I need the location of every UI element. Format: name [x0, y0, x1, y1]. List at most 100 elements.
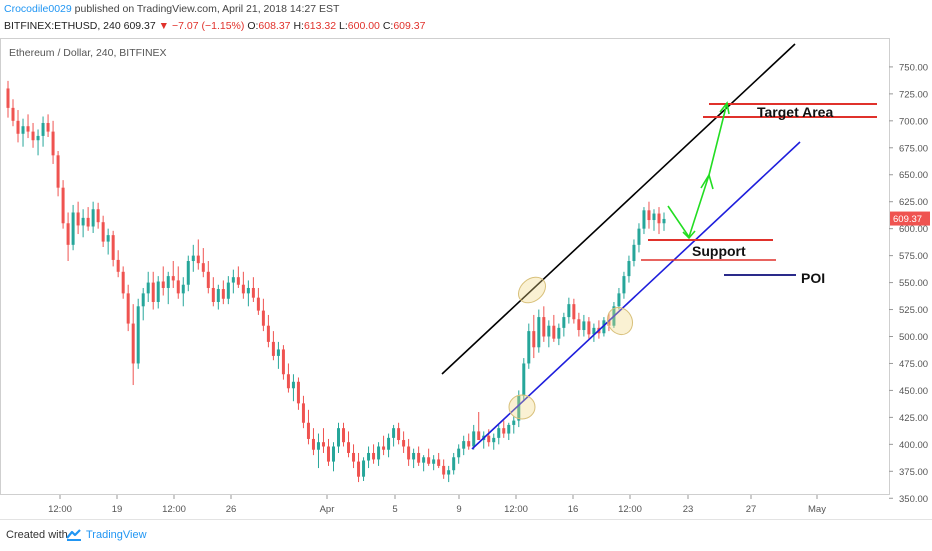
- high-value: 613.32: [303, 20, 337, 32]
- candle-body: [347, 442, 351, 453]
- price-tick-label: 600.00: [899, 224, 928, 235]
- tradingview-logo-icon[interactable]: [66, 528, 82, 542]
- price-axis: 750.00 725.00 700.00 675.00 650.00 625.00 600.…: [889, 62, 930, 505]
- candle-body: [572, 304, 576, 320]
- candle-body: [211, 287, 215, 302]
- candle-body: [397, 428, 401, 441]
- time-tick-label: 12:00: [162, 504, 186, 515]
- highlight-circle[interactable]: [513, 272, 550, 308]
- target-area-label: Target Area: [757, 104, 833, 120]
- arrow-head-icon: [700, 173, 714, 190]
- channel-upper-line[interactable]: [441, 43, 796, 375]
- publish-info: Crocodile0029 published on TradingView.c…: [4, 3, 339, 15]
- time-tick-label: 16: [568, 504, 579, 515]
- tradingview-brand-link[interactable]: TradingView: [86, 529, 147, 541]
- candle-body: [281, 349, 285, 375]
- price-tick-label: 400.00: [899, 440, 928, 451]
- highlight-circle[interactable]: [603, 303, 638, 339]
- candle-body: [337, 428, 341, 447]
- price-tick-label: 575.00: [899, 251, 928, 262]
- candle-body: [21, 126, 25, 134]
- candle-body: [116, 259, 120, 272]
- candle-body: [642, 210, 646, 229]
- candle-body: [532, 331, 536, 348]
- candle-body: [256, 297, 260, 311]
- time-tick-label: 12:00: [48, 504, 72, 515]
- candle-body: [321, 442, 325, 447]
- candle-body: [71, 212, 75, 245]
- price-tick-label: 675.00: [899, 143, 928, 154]
- author-link[interactable]: Crocodile0029: [4, 3, 72, 15]
- candle-body: [562, 317, 566, 328]
- candle-body: [226, 282, 230, 299]
- candle-body: [291, 381, 295, 389]
- candle-body: [186, 261, 190, 285]
- projection-arrow-path[interactable]: [667, 102, 728, 239]
- footer: Created with TradingView: [0, 519, 932, 551]
- support-label: Support: [692, 243, 746, 259]
- symbol-label: BITFINEX:ETHUSD, 240: [4, 20, 121, 32]
- candle-body: [36, 135, 40, 141]
- candle-body: [121, 271, 125, 294]
- time-tick-label: Apr: [320, 504, 335, 515]
- candle-body: [106, 235, 110, 242]
- created-with-text: Created with: [6, 529, 68, 541]
- candle-body: [367, 452, 371, 461]
- candle-body: [552, 325, 556, 339]
- price-change: −7.07 (−1.15%): [172, 20, 245, 32]
- candle-body: [301, 403, 305, 423]
- candle-body: [517, 395, 521, 421]
- time-axis: 12:00 19 12:00 26 Apr 5 9 12:00 16 12:00 23 27 May: [48, 495, 826, 515]
- candle-body: [81, 217, 85, 226]
- candle-body: [136, 306, 140, 364]
- candle-body: [622, 276, 626, 294]
- candle-body: [362, 460, 366, 477]
- time-tick-label: 19: [112, 504, 123, 515]
- publish-text: published on TradingView.com, April 21, …: [71, 3, 340, 15]
- last-price: 609.37: [123, 20, 156, 32]
- candle-body: [657, 213, 661, 224]
- candle-body: [402, 440, 406, 447]
- plot-area: [0, 38, 890, 495]
- candle-body: [276, 349, 280, 356]
- price-tick-label: 750.00: [899, 62, 928, 73]
- candle-body: [602, 320, 606, 334]
- candle-body: [387, 437, 391, 450]
- candle-body: [101, 222, 105, 242]
- candle-body: [286, 374, 290, 389]
- candle-body: [241, 284, 245, 294]
- channel-lower-line[interactable]: [471, 141, 801, 450]
- candle-body: [372, 452, 376, 460]
- candle-body: [452, 457, 456, 471]
- candle-body: [201, 263, 205, 272]
- candle-body: [156, 281, 160, 302]
- candle-body: [462, 441, 466, 449]
- price-tick-label: 475.00: [899, 359, 928, 370]
- candle-body: [146, 282, 150, 294]
- candle-body: [607, 320, 611, 326]
- candle-body: [652, 213, 656, 221]
- candle-body: [46, 122, 50, 132]
- highlight-circle[interactable]: [508, 394, 536, 420]
- current-price-marker: [890, 211, 930, 226]
- price-chart[interactable]: Ethereum / Dollar, 240, BITFINEX 750.007…: [0, 38, 932, 519]
- candle-body: [191, 255, 195, 262]
- triangle-down-icon: ▼: [158, 20, 170, 32]
- candle-body: [61, 187, 65, 224]
- candle-body: [412, 452, 416, 460]
- candle-body: [587, 321, 591, 335]
- price-tick-label: 525.00: [899, 305, 928, 316]
- candle-body: [76, 212, 80, 226]
- candle-body: [617, 293, 621, 307]
- candle-body: [632, 244, 636, 262]
- candle-body: [342, 428, 346, 443]
- price-tick-label: 550.00: [899, 278, 928, 289]
- candle-body: [246, 287, 250, 294]
- candle-body: [592, 327, 596, 335]
- low-value: 600.00: [347, 20, 380, 32]
- candle-body: [357, 461, 361, 477]
- candle-body: [236, 277, 240, 285]
- high-label: H:: [293, 20, 304, 32]
- candle-body: [487, 435, 491, 443]
- ohlc-line: BITFINEX:ETHUSD, 240 609.37 ▼ −7.07 (−1.…: [4, 20, 425, 32]
